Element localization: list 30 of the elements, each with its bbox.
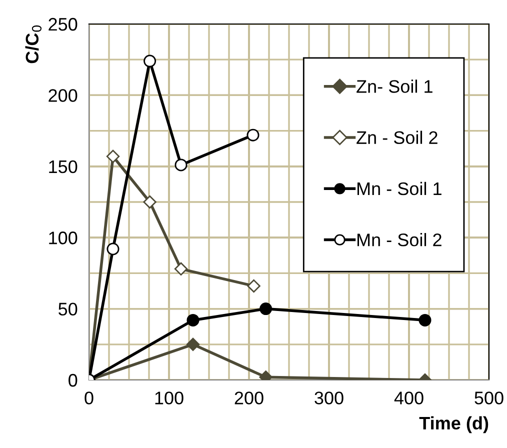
point <box>144 54 156 68</box>
x-axis-title: Time (d) <box>419 416 488 434</box>
legend-label: Mn - Soil 1 <box>358 182 442 196</box>
point <box>260 302 272 316</box>
x-tick-label: 200 <box>234 392 264 404</box>
legend-label: Mn - Soil 2 <box>358 233 442 246</box>
x-tick-label: 300 <box>314 392 344 404</box>
point <box>246 128 260 142</box>
y-tick-label: 50 <box>58 302 78 316</box>
point <box>174 158 188 172</box>
x-tick-label: 500 <box>474 392 504 404</box>
y-tick-label: 150 <box>49 160 78 174</box>
x-tick-label: 400 <box>394 392 424 404</box>
point <box>186 314 200 326</box>
point <box>247 279 260 293</box>
legend-label: Zn - Soil 2 <box>356 130 438 144</box>
y-tick-label: 200 <box>48 89 78 102</box>
point <box>186 338 200 351</box>
y-tick-label: 0 <box>68 374 78 387</box>
y-tick-label: 100 <box>49 232 78 244</box>
point <box>174 262 188 276</box>
y-axis-title: C/C$_{0}$ <box>25 25 42 64</box>
x-tick-label: 100 <box>155 392 184 404</box>
point <box>143 195 156 209</box>
point <box>418 314 432 326</box>
point <box>106 150 120 164</box>
x-tick-label: 0 <box>84 392 94 404</box>
point <box>106 242 120 256</box>
y-tick-label: 250 <box>48 18 78 31</box>
legend-label: Zn- Soil 1 <box>356 80 432 93</box>
